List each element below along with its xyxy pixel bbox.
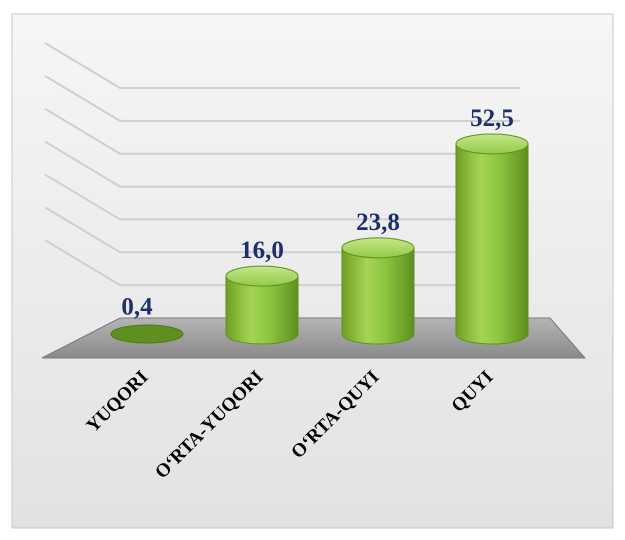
- bar: [110, 324, 184, 344]
- bar-top: [455, 133, 529, 155]
- gridline: [44, 173, 520, 221]
- gridline: [44, 107, 520, 155]
- data-label: 23,8: [356, 209, 400, 236]
- data-label: 16,0: [240, 237, 284, 264]
- gridline: [44, 42, 520, 89]
- bar-top: [225, 265, 299, 287]
- data-labels: 0,4 16,0 23,8 52,5: [121, 105, 514, 321]
- bar-top: [341, 237, 415, 259]
- bar: [225, 265, 299, 345]
- gridline: [44, 74, 520, 122]
- bar-body: [225, 275, 299, 345]
- data-label: 0,4: [121, 294, 153, 321]
- bar-top: [110, 324, 184, 344]
- data-label: 52,5: [470, 105, 514, 132]
- bar-body: [341, 247, 415, 345]
- bar-body: [455, 143, 529, 345]
- bars: [110, 133, 529, 345]
- bar: [455, 133, 529, 345]
- bar: [341, 237, 415, 345]
- gridline: [44, 140, 520, 188]
